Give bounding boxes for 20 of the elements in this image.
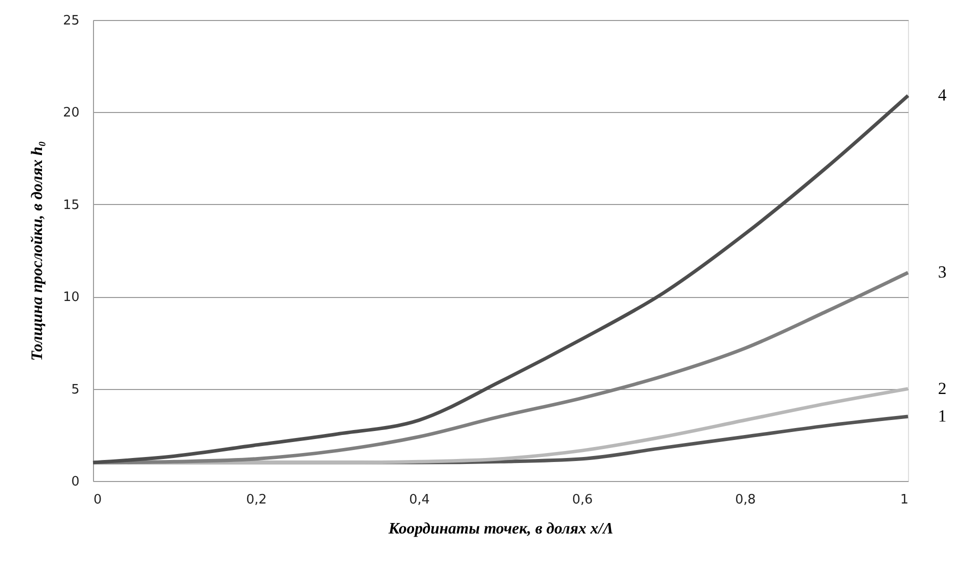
x-tick-label: 0,6 bbox=[572, 492, 593, 508]
series-label: 4 bbox=[938, 86, 947, 105]
series-label: 3 bbox=[938, 262, 946, 282]
x-tick-label: 1 bbox=[900, 492, 908, 508]
series-label: 2 bbox=[938, 378, 946, 398]
x-tick-label: 0,4 bbox=[409, 492, 430, 508]
y-axis-title: Толщина прослойки, в долях h₀ bbox=[28, 141, 46, 361]
y-tick-label: 20 bbox=[62, 106, 80, 121]
series-label: 1 bbox=[938, 406, 946, 426]
y-tick-label: 15 bbox=[62, 198, 80, 213]
y-tick-label: 10 bbox=[62, 290, 80, 306]
x-axis-title: Координаты точек, в долях x/Λ bbox=[388, 520, 614, 538]
x-tick-label: 0,2 bbox=[246, 492, 267, 508]
x-tick-label: 0,8 bbox=[735, 492, 756, 508]
y-tick-label: 0 bbox=[71, 474, 80, 490]
y-tick-label: 5 bbox=[71, 382, 80, 398]
line-series bbox=[91, 94, 910, 464]
x-tick-label: 0 bbox=[94, 492, 102, 508]
line-series bbox=[91, 270, 910, 464]
y-tick-label: 25 bbox=[62, 14, 80, 28]
